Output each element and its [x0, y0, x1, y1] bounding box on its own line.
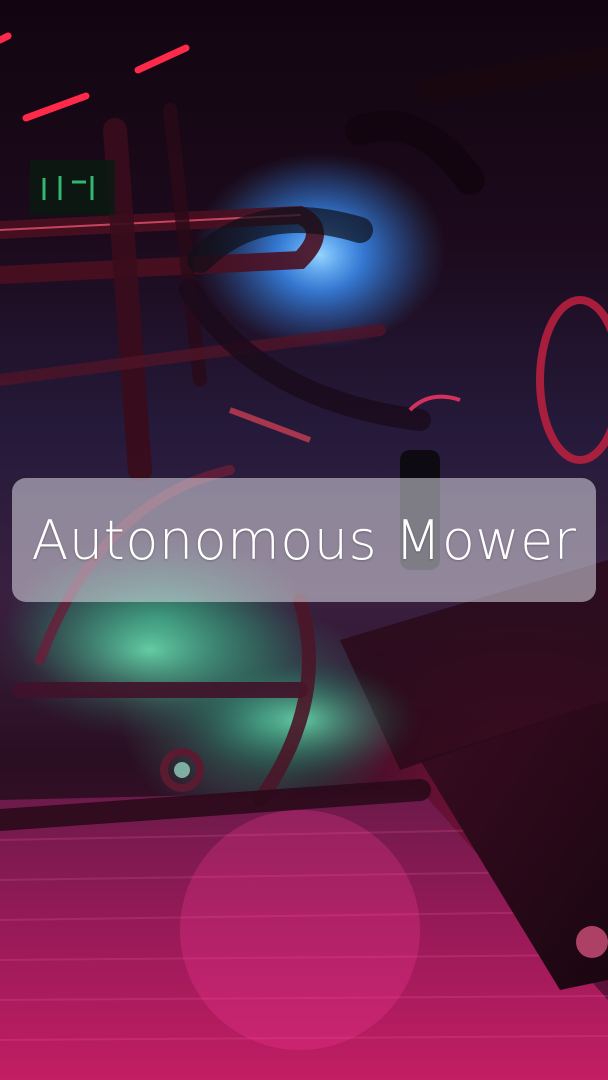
wood-floor	[0, 790, 608, 1080]
video-title: Autonomous Mower	[31, 508, 577, 572]
red-led-marks	[0, 32, 190, 122]
small-display	[30, 160, 115, 215]
acrylic-frame	[0, 48, 608, 831]
blue-light	[210, 160, 430, 350]
title-banner: Autonomous Mower	[12, 478, 596, 602]
